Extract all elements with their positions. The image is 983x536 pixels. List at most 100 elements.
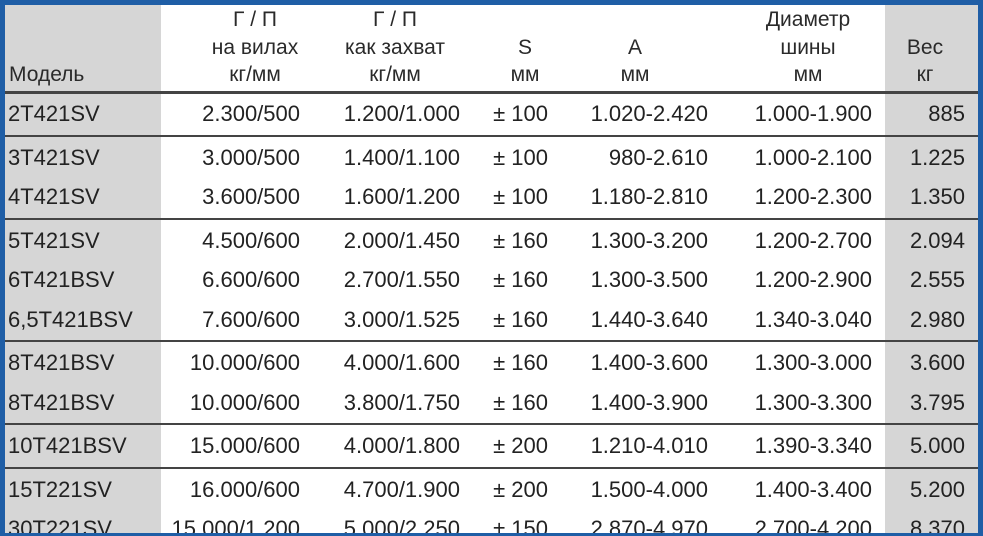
model-cell: 5T421SV	[8, 227, 100, 253]
value-cell: 2.094	[909, 227, 965, 253]
value-cell: 1.300-3.000	[754, 350, 872, 375]
model-cell: 15T221SV	[8, 476, 112, 502]
header-cell: кг/мм	[369, 63, 421, 86]
value-cell: ± 200	[493, 433, 548, 458]
value-cell: 1.200/1.000	[343, 101, 460, 126]
header-cell: A	[627, 36, 642, 59]
value-cell: 1.340-3.040	[754, 306, 872, 332]
model-cell: 6,5T421BSV	[8, 306, 133, 332]
value-cell: ± 100	[493, 144, 548, 170]
value-cell: 1.000-2.100	[754, 144, 872, 170]
model-cell: 3T421SV	[8, 144, 100, 170]
value-cell: 980-2.610	[608, 144, 708, 170]
table: Модель Г / П на вилах кг/мм Г / П как захват к…	[5, 5, 978, 533]
model-cell: 2T421SV	[8, 101, 100, 126]
header-cell: S	[517, 36, 532, 59]
value-cell: 1.500-4.000	[590, 476, 708, 502]
value-cell: 1.440-3.640	[590, 306, 708, 332]
value-cell: 2.000/1.450	[343, 227, 460, 253]
value-cell: 15.000/600	[189, 433, 300, 458]
value-cell: 1.180-2.810	[590, 184, 708, 209]
value-cell: 1.225	[909, 144, 965, 170]
value-cell: 6.600/600	[202, 267, 300, 292]
value-cell: 7.600/600	[202, 306, 300, 332]
header-cell: как захват	[345, 36, 445, 59]
header-cell: мм	[620, 63, 650, 86]
value-cell: 5.000/2.250	[343, 516, 460, 533]
header-cell: мм	[510, 63, 540, 86]
header-cell: Вес	[906, 36, 944, 59]
value-cell: 4.000/1.600	[343, 350, 460, 375]
value-cell: ± 160	[493, 267, 548, 292]
header-cell: кг/мм	[229, 63, 281, 86]
value-cell: 2.555	[909, 267, 965, 292]
model-cell: 8T421BSV	[8, 350, 115, 375]
value-cell: ± 160	[493, 389, 548, 415]
header-cell: Г / П	[233, 8, 277, 31]
value-cell: 1.200-2.300	[754, 184, 872, 209]
value-cell: 1.200-2.900	[754, 267, 872, 292]
model-cell: 10T421BSV	[8, 433, 127, 458]
value-cell: 1.390-3.340	[754, 433, 872, 458]
value-cell: 1.400-3.600	[590, 350, 708, 375]
value-cell: 2.700/1.550	[343, 267, 460, 292]
value-cell: 3.600	[909, 350, 965, 375]
value-cell: 3.000/1.525	[343, 306, 460, 332]
value-cell: 3.600/500	[202, 184, 300, 209]
value-cell: 8.370	[909, 516, 965, 533]
value-cell: 885	[928, 101, 965, 126]
value-cell: ± 100	[493, 101, 548, 126]
value-cell: 1.400-3.400	[754, 476, 872, 502]
group-separator	[5, 134, 978, 137]
model-cell: 8T421BSV	[8, 389, 115, 415]
value-cell: 1.600/1.200	[343, 184, 460, 209]
value-cell: 1.350	[909, 184, 965, 209]
value-cell: 2.980	[909, 306, 965, 332]
value-cell: 2.700-4.200	[754, 516, 872, 533]
value-cell: 3.800/1.750	[343, 389, 460, 415]
value-cell: 4.500/600	[202, 227, 300, 253]
header-cell: на вилах	[211, 36, 299, 59]
group-separator	[5, 340, 978, 342]
value-cell: 1.300-3.300	[754, 389, 872, 415]
value-cell: 1.210-4.010	[590, 433, 708, 458]
value-cell: 1.200-2.700	[754, 227, 872, 253]
value-cell: 10.000/600	[189, 389, 300, 415]
header-cell: Диаметр	[765, 8, 851, 31]
value-cell: 1.020-2.420	[590, 101, 708, 126]
header-cell: шины	[780, 36, 836, 59]
value-cell: 1.300-3.200	[590, 227, 708, 253]
model-cell: 4T421SV	[8, 184, 100, 209]
value-cell: ± 160	[493, 227, 548, 253]
value-cell: 5.000	[909, 433, 965, 458]
group-separator	[5, 217, 978, 220]
value-cell: ± 160	[493, 350, 548, 375]
value-cell: 1.000-1.900	[754, 101, 872, 126]
group-separator	[5, 91, 978, 94]
value-cell: ± 100	[493, 184, 548, 209]
value-cell: 2.300/500	[202, 101, 300, 126]
model-cell: 6T421BSV	[8, 267, 115, 292]
value-cell: 10.000/600	[189, 350, 300, 375]
header-cell: кг	[916, 63, 934, 86]
value-cell: 5.200	[909, 476, 965, 502]
value-cell: ± 200	[493, 476, 548, 502]
header-cell: мм	[793, 63, 823, 86]
value-cell: ± 150	[493, 516, 548, 533]
value-cell: ± 160	[493, 306, 548, 332]
value-cell: 1.300-3.500	[590, 267, 708, 292]
group-separator	[5, 423, 978, 425]
model-cell: 30T221SV	[8, 516, 112, 533]
value-cell: 2.870-4.970	[590, 516, 708, 533]
value-cell: 3.795	[909, 389, 965, 415]
value-cell: 1.400-3.900	[590, 389, 708, 415]
value-cell: 4.000/1.800	[343, 433, 460, 458]
header-cell: Модель	[9, 63, 85, 86]
value-cell: 4.700/1.900	[343, 476, 460, 502]
value-cell: 16.000/600	[189, 476, 300, 502]
header-cell: Г / П	[373, 8, 417, 31]
value-cell: 1.400/1.100	[343, 144, 460, 170]
group-separator	[5, 466, 978, 469]
value-cell: 15.000/1.200	[171, 516, 300, 533]
